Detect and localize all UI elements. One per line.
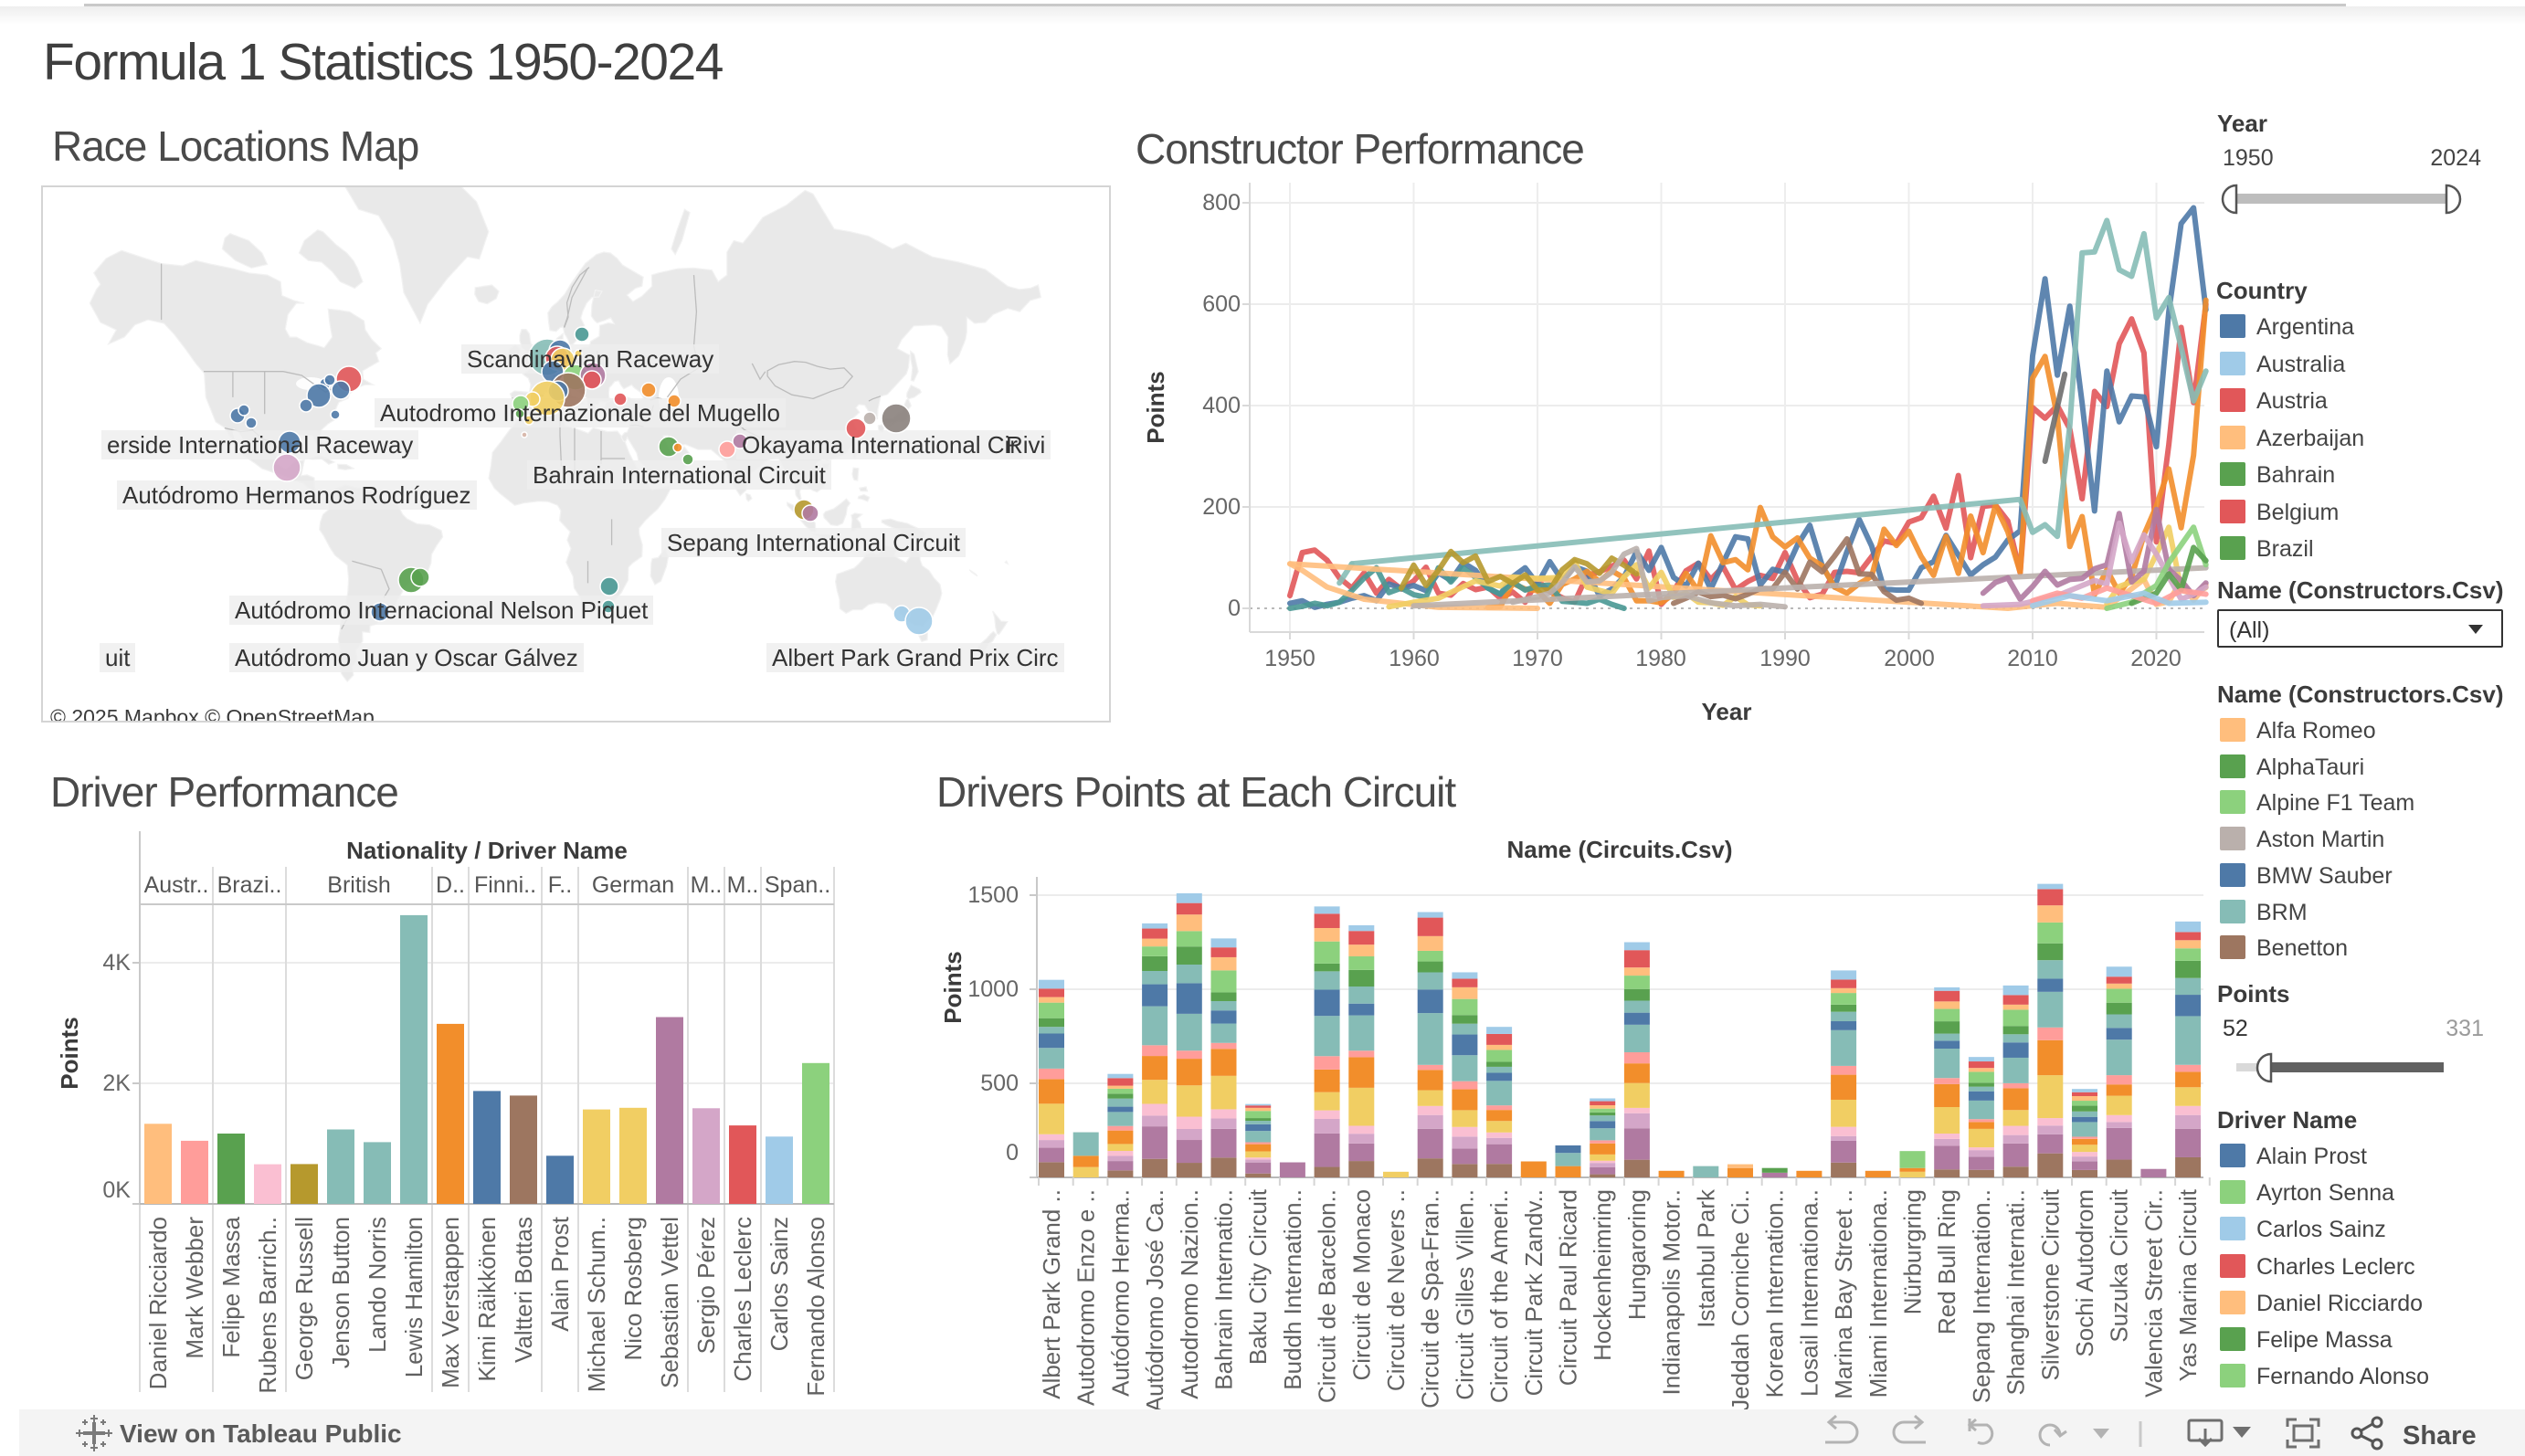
svg-text:Nico Rosberg: Nico Rosberg — [619, 1217, 647, 1361]
svg-text:Felipe Massa: Felipe Massa — [217, 1216, 245, 1357]
svg-text:Circuit of the Ameri..: Circuit of the Ameri.. — [1485, 1189, 1513, 1403]
svg-text:Nürburgring: Nürburgring — [1899, 1189, 1927, 1314]
svg-text:Suzuka Circuit: Suzuka Circuit — [2106, 1188, 2133, 1342]
svg-text:Valencia Street Cir..: Valencia Street Cir.. — [2139, 1189, 2167, 1398]
svg-text:Circuit de Spa-Fran..: Circuit de Spa-Fran.. — [1417, 1189, 1444, 1409]
svg-text:Kimi Räikkönen: Kimi Räikkönen — [473, 1217, 501, 1382]
svg-text:Charles Leclerc: Charles Leclerc — [729, 1217, 756, 1382]
svg-text:Sergio Pérez: Sergio Pérez — [692, 1217, 720, 1354]
svg-text:Autódromo José Ca..: Autódromo José Ca.. — [1141, 1189, 1168, 1412]
svg-text:Bahrain Internatio..: Bahrain Internatio.. — [1210, 1189, 1238, 1390]
svg-text:Losail Internationa..: Losail Internationa.. — [1795, 1189, 1822, 1397]
svg-text:Carlos Sainz: Carlos Sainz — [766, 1217, 793, 1351]
svg-text:Lewis Hamilton: Lewis Hamilton — [400, 1217, 428, 1377]
svg-text:Sepang Internation..: Sepang Internation.. — [1968, 1189, 1995, 1403]
svg-text:Istanbul Park: Istanbul Park — [1692, 1188, 1719, 1328]
svg-text:Yas Marina Circuit: Yas Marina Circuit — [2174, 1188, 2202, 1381]
svg-text:Silverstone Circuit: Silverstone Circuit — [2036, 1188, 2064, 1380]
svg-text:George Russell: George Russell — [291, 1217, 318, 1380]
svg-text:Alain Prost: Alain Prost — [546, 1216, 574, 1331]
svg-text:Autódromo Herma..: Autódromo Herma.. — [1106, 1189, 1134, 1397]
svg-text:Marina Bay Street ..: Marina Bay Street .. — [1830, 1189, 1857, 1399]
svg-text:Hungaroring: Hungaroring — [1623, 1189, 1651, 1320]
svg-text:Circuit Park Zandv..: Circuit Park Zandv.. — [1520, 1189, 1548, 1396]
svg-text:Mark Webber: Mark Webber — [181, 1217, 208, 1359]
svg-text:Circuit de Monaco: Circuit de Monaco — [1347, 1189, 1375, 1381]
svg-text:Miami Internationa..: Miami Internationa.. — [1865, 1189, 1892, 1398]
svg-text:Fernando Alonso: Fernando Alonso — [802, 1217, 829, 1397]
svg-text:Autodromo Nazion..: Autodromo Nazion.. — [1176, 1189, 1203, 1399]
svg-text:Valtteri Bottas: Valtteri Bottas — [510, 1217, 537, 1363]
svg-text:Hockenheimring: Hockenheimring — [1589, 1189, 1616, 1361]
svg-text:Rubens Barrich..: Rubens Barrich.. — [254, 1217, 281, 1394]
svg-text:Indianapolis Motor..: Indianapolis Motor.. — [1658, 1189, 1685, 1395]
svg-text:Sochi Autodrom: Sochi Autodrom — [2071, 1189, 2098, 1357]
svg-text:Circuit de Nevers ..: Circuit de Nevers .. — [1382, 1189, 1410, 1391]
svg-text:Shanghai Internati..: Shanghai Internati.. — [2002, 1189, 2030, 1396]
svg-text:Max Verstappen: Max Verstappen — [437, 1217, 464, 1388]
svg-text:Lando Norris: Lando Norris — [364, 1217, 391, 1353]
svg-text:Circuit Paul Ricard: Circuit Paul Ricard — [1555, 1189, 1582, 1386]
svg-text:Circuit de Barcelon..: Circuit de Barcelon.. — [1314, 1189, 1341, 1403]
svg-text:Circuit Gilles Villen..: Circuit Gilles Villen.. — [1451, 1189, 1478, 1400]
svg-text:Daniel Ricciardo: Daniel Ricciardo — [144, 1217, 172, 1389]
svg-text:Jeddah Corniche Ci..: Jeddah Corniche Ci.. — [1727, 1189, 1754, 1411]
svg-text:Korean Internation..: Korean Internation.. — [1761, 1189, 1789, 1398]
svg-text:Jenson Button: Jenson Button — [327, 1217, 354, 1368]
svg-text:Sebastian Vettel: Sebastian Vettel — [656, 1217, 683, 1388]
svg-text:Michael Schum..: Michael Schum.. — [583, 1217, 610, 1392]
svg-text:Red Bull Ring: Red Bull Ring — [1933, 1189, 1960, 1335]
svg-text:Buddh Internation..: Buddh Internation.. — [1279, 1189, 1306, 1390]
svg-text:Albert Park Grand ..: Albert Park Grand .. — [1038, 1189, 1065, 1399]
svg-text:Baku City Circuit: Baku City Circuit — [1244, 1188, 1272, 1365]
svg-text:Autodromo Enzo e ..: Autodromo Enzo e .. — [1072, 1189, 1100, 1406]
